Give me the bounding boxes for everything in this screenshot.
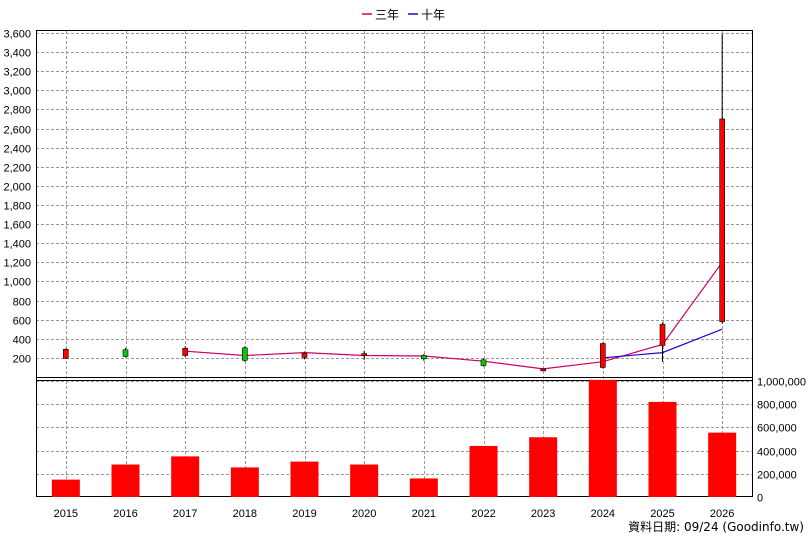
price-tick-label: 1,400 bbox=[3, 239, 31, 251]
volume-bar bbox=[469, 445, 498, 497]
candle-body bbox=[421, 355, 427, 360]
candle-body bbox=[600, 343, 606, 368]
price-tick-label: 2,600 bbox=[3, 125, 31, 137]
volume-bar bbox=[290, 461, 319, 497]
volume-bar bbox=[648, 401, 677, 497]
volume-tick-label: 800,000 bbox=[757, 400, 797, 412]
price-tick-label: 1,600 bbox=[3, 220, 31, 232]
x-tick-label: 2018 bbox=[233, 508, 257, 520]
x-tick-label: 2023 bbox=[531, 508, 555, 520]
price-tick-label: 2,200 bbox=[3, 163, 31, 175]
price-tick-label: 2,000 bbox=[3, 182, 31, 194]
volume-tick-label: 200,000 bbox=[757, 470, 797, 482]
x-tick-label: 2020 bbox=[352, 508, 376, 520]
price-tick-label: 2,800 bbox=[3, 105, 31, 117]
candle-body bbox=[361, 353, 367, 356]
axes-layer: 200 400 600 800 1,000 1,200 1,400 1,600 1,800 2,0… bbox=[3, 29, 805, 521]
price-tick-label: 1,800 bbox=[3, 201, 31, 213]
x-tick-label: 2016 bbox=[113, 508, 137, 520]
candle-body bbox=[182, 348, 188, 356]
candle-body bbox=[540, 368, 546, 372]
volume-bar bbox=[409, 478, 438, 497]
candle-body bbox=[719, 118, 725, 322]
volume-tick-label: 600,000 bbox=[757, 423, 797, 435]
price-tick-label: 800 bbox=[13, 297, 31, 309]
price-tick-label: 1,200 bbox=[3, 258, 31, 270]
volume-bar bbox=[588, 379, 617, 497]
legend-label-three-year: 三年 bbox=[375, 8, 399, 22]
legend-label-ten-year: 十年 bbox=[421, 8, 445, 22]
x-tick-label: 2015 bbox=[54, 508, 78, 520]
x-tick-label: 2022 bbox=[471, 508, 495, 520]
plot-frame bbox=[36, 30, 753, 497]
candle-body bbox=[480, 359, 487, 366]
volume-bar bbox=[230, 467, 259, 497]
price-tick-label: 3,400 bbox=[3, 48, 31, 60]
volume-bar bbox=[529, 437, 558, 497]
candle-body bbox=[242, 347, 248, 361]
price-tick-label: 1,000 bbox=[3, 277, 31, 289]
source-note: 資料日期: 09/24 (Goodinfo.tw) bbox=[628, 520, 804, 534]
legend: 三年 十年 bbox=[362, 8, 445, 22]
price-tick-label: 3,200 bbox=[3, 67, 31, 79]
price-tick-label: 400 bbox=[13, 335, 31, 347]
price-tick-label: 2,400 bbox=[3, 144, 31, 156]
x-tick-label: 2017 bbox=[173, 508, 197, 520]
volume-bar bbox=[171, 456, 200, 497]
candle-body bbox=[122, 349, 129, 357]
x-tick-label: 2024 bbox=[591, 508, 615, 520]
volume-tick-label: 0 bbox=[757, 493, 763, 505]
marks-layer bbox=[51, 33, 737, 497]
candle-body bbox=[301, 352, 308, 358]
candle-body bbox=[659, 324, 666, 346]
volume-tick-label: 1,000,000 bbox=[757, 377, 806, 389]
x-tick-label: 2019 bbox=[292, 508, 316, 520]
price-tick-label: 3,000 bbox=[3, 86, 31, 98]
volume-tick-label: 400,000 bbox=[757, 447, 797, 459]
x-tick-label: 2026 bbox=[710, 508, 734, 520]
volume-bar bbox=[51, 479, 80, 497]
volume-bar bbox=[111, 464, 140, 497]
three-year-line bbox=[185, 261, 723, 370]
x-tick-label: 2021 bbox=[412, 508, 436, 520]
volume-bar bbox=[708, 432, 737, 497]
candle-body bbox=[63, 348, 69, 359]
price-tick-label: 3,600 bbox=[3, 29, 31, 41]
price-tick-label: 200 bbox=[13, 354, 31, 366]
price-tick-label: 600 bbox=[13, 316, 31, 328]
volume-bar bbox=[350, 464, 379, 497]
x-tick-label: 2025 bbox=[650, 508, 674, 520]
